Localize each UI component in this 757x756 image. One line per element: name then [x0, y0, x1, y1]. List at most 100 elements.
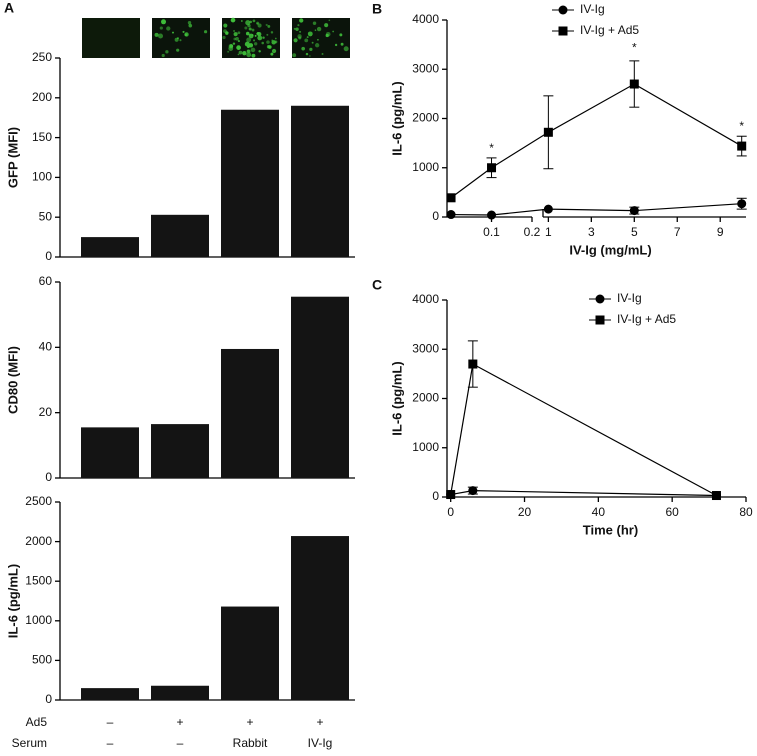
y-axis-label: IL-6 (pg/mL) [389, 81, 404, 155]
fluorescence-dot [242, 51, 247, 56]
legend-marker [595, 315, 605, 325]
bar [81, 688, 139, 700]
y-tick-label: 0 [45, 249, 52, 263]
legend-marker [595, 294, 605, 304]
fluorescence-dot [246, 49, 250, 53]
panel-label: A [4, 0, 14, 16]
y-tick-label: 2000 [25, 534, 52, 548]
fluorescence-dot [248, 33, 254, 39]
data-point [629, 79, 639, 89]
data-point [487, 210, 497, 220]
fluorescence-dot [314, 29, 317, 32]
fluorescence-dot [309, 47, 313, 52]
fluorescence-dot [267, 25, 271, 28]
fluorescence-dot [257, 35, 263, 41]
fluorescence-dot [236, 45, 241, 50]
y-tick-label: 4000 [412, 292, 439, 306]
fluorescence-dot [339, 33, 343, 37]
x-tick-label: 1 [545, 225, 552, 239]
y-tick-label: 40 [39, 340, 53, 354]
fluorescence-dot [240, 20, 243, 22]
y-tick-label: 100 [32, 170, 52, 184]
y-axis-label: IL-6 (pg/mL) [5, 564, 20, 638]
data-point [446, 193, 456, 203]
y-tick-label: 1000 [412, 160, 439, 174]
fluorescence-dot [324, 23, 329, 28]
x-tick-label: 60 [665, 505, 679, 519]
y-tick-label: 0 [45, 692, 52, 706]
y-tick-label: 2000 [412, 111, 439, 125]
fluorescence-dot [229, 44, 234, 48]
fluorescence-dot [292, 53, 297, 58]
y-tick-label: 150 [32, 130, 52, 144]
fluorescence-dot [182, 30, 185, 33]
fluorescence-dot [235, 36, 239, 41]
fluorescence-dot [254, 34, 257, 37]
table-cell: Rabbit [233, 736, 268, 750]
table-cell: + [316, 715, 323, 729]
fluorescence-dot [270, 31, 274, 34]
fluorescence-dot [172, 31, 174, 34]
fluorescence-dot [251, 53, 256, 58]
y-tick-label: 1500 [25, 573, 52, 587]
fluorescence-dot [227, 50, 230, 53]
fluorescence-dot [266, 33, 269, 36]
fluorescence-dot [230, 17, 236, 23]
y-tick-label: 0 [45, 470, 52, 484]
fluorescence-dot [312, 21, 317, 25]
fluorescence-dot [309, 55, 311, 57]
fluorescence-dot [161, 53, 165, 58]
y-tick-label: 200 [32, 90, 52, 104]
bar [81, 427, 139, 478]
legend-marker [558, 5, 568, 15]
x-axis-label: IV-Ig (mg/mL) [569, 242, 651, 257]
fluorescence-dot [340, 42, 344, 46]
bar [81, 237, 139, 257]
fluorescence-dot [184, 32, 189, 37]
fluorescence-dot [266, 40, 270, 44]
y-tick-label: 60 [39, 274, 53, 288]
y-tick-label: 2000 [412, 391, 439, 405]
fluorescence-dot [158, 33, 164, 39]
annotation: * [739, 119, 744, 133]
table-row-label: Serum [12, 736, 47, 750]
fluorescence-dot [223, 23, 228, 28]
y-axis-label: CD80 (MFI) [5, 346, 20, 414]
fluorescence-dot [222, 35, 226, 40]
fluorescence-dot [247, 23, 251, 28]
bar [151, 424, 209, 478]
fluorescence-dot [297, 24, 300, 27]
fluorescence-dot [203, 30, 208, 34]
fluorescence-dot [223, 29, 227, 34]
fluorescence-dot [293, 38, 298, 43]
fluorescence-dot [301, 46, 306, 51]
fluorescence-dot [251, 28, 255, 32]
panel-label: B [372, 1, 382, 17]
fluorescence-dot [304, 38, 309, 43]
fluorescence-dot [321, 52, 324, 55]
fluorescence-dot [250, 47, 256, 53]
fluorescence-dot [244, 26, 248, 30]
data-point [446, 490, 456, 500]
data-point [446, 210, 456, 220]
fluorescence-dot [343, 46, 349, 52]
series-line [450, 363, 717, 497]
fluorescence-dot [166, 26, 171, 31]
x-tick-label: 9 [717, 225, 724, 239]
bar [221, 348, 279, 478]
fluorescence-dot [237, 53, 240, 56]
fluorescence-dot [179, 39, 182, 42]
fluorescence-dot [165, 50, 169, 54]
fluorescence-dot [297, 34, 302, 39]
fluorescence-dot [307, 31, 313, 37]
y-tick-label: 0 [432, 209, 439, 223]
table-cell: – [177, 736, 184, 750]
fluorescence-dot [252, 19, 256, 23]
fluorescence-dot [187, 21, 192, 25]
y-tick-label: 0 [432, 489, 439, 503]
fluorescence-dot [245, 31, 250, 36]
fluorescence-dot [274, 37, 277, 40]
fluorescence-dot [233, 30, 235, 32]
bar [151, 685, 209, 700]
